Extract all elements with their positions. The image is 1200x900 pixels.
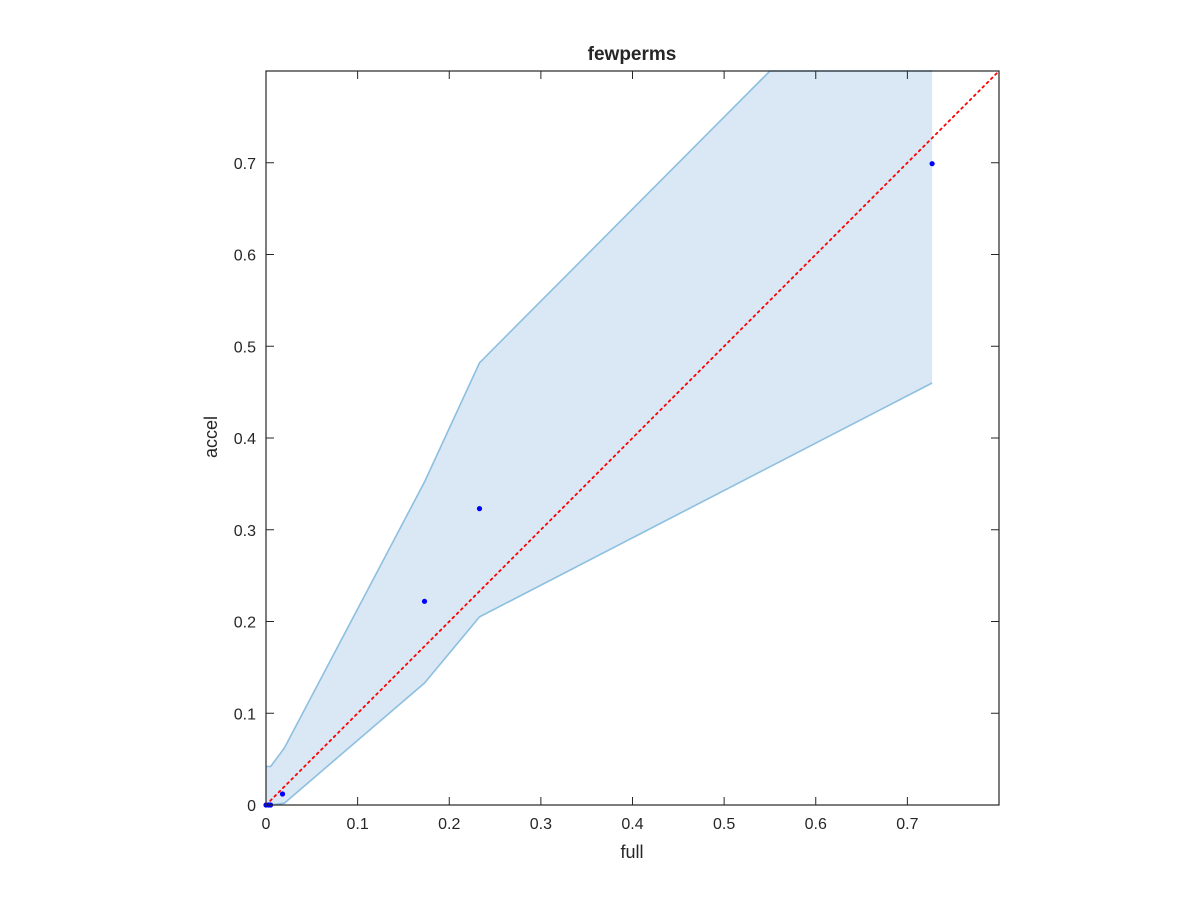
reference-line <box>265 70 1000 806</box>
reference-diagonal-line <box>265 70 1000 806</box>
data-point <box>421 598 428 604</box>
y-tick-label: 0.6 <box>234 248 256 265</box>
data-point <box>476 506 483 512</box>
x-tick-label: 0.3 <box>530 816 552 833</box>
y-tick-label: 0.4 <box>234 431 256 448</box>
chart-title: fewperms <box>588 44 677 65</box>
confidence-band <box>266 70 933 806</box>
x-tick-label: 0 <box>262 816 271 833</box>
axis-ticks: 0 0.1 0.2 0.3 0.4 0.5 0.6 0.7 0 0.1 0.2 0.3 0.4 0.5 0.… <box>234 71 999 833</box>
band-fill <box>266 71 933 805</box>
data-point <box>279 791 286 797</box>
y-axis-label: accel <box>201 416 221 458</box>
x-tick-label: 0.7 <box>896 816 918 833</box>
y-tick-label: 0.3 <box>234 523 256 540</box>
x-tick-label: 0.5 <box>713 816 735 833</box>
x-tick-label: 0.1 <box>347 816 369 833</box>
y-tick-label: 0 <box>247 798 256 815</box>
x-tick-label: 0.6 <box>805 816 827 833</box>
y-tick-label: 0.2 <box>234 615 256 632</box>
y-tick-label: 0.5 <box>234 339 256 356</box>
y-tick-label: 0.1 <box>234 706 256 723</box>
x-axis-label: full <box>620 842 643 862</box>
x-tick-label: 0.2 <box>438 816 460 833</box>
y-tick-label: 0.7 <box>234 156 256 173</box>
data-point <box>929 161 935 167</box>
x-tick-label: 0.4 <box>621 816 643 833</box>
